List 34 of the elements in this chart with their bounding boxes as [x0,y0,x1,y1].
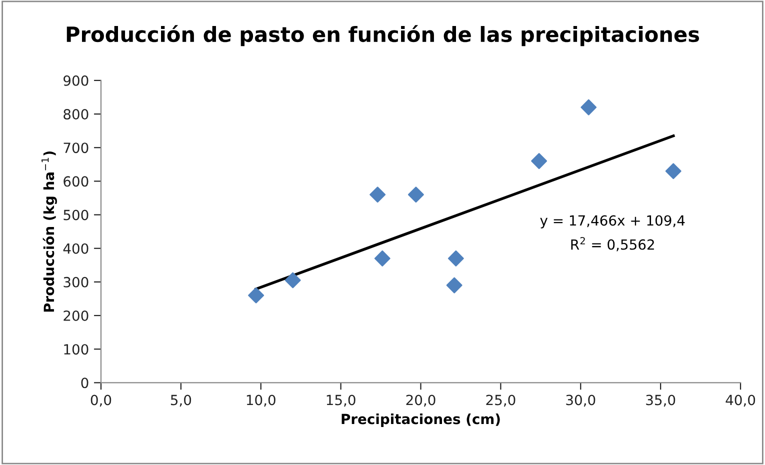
chart-title: Producción de pasto en función de las precipitaciones [66,25,700,46]
annotation: R$^{2}$ = 0,5562 [571,237,654,252]
x-tick-label: 0,0 [90,394,112,407]
x-tick-label: 40,0 [726,394,756,407]
y-tick-label: 0 [81,378,88,388]
point [531,153,548,170]
point [284,272,301,288]
x-tick-label: 15,0 [326,394,356,407]
y-tick-label: 100 [64,344,88,355]
y-tick-label: 200 [64,310,88,322]
point [446,277,462,294]
annotation: y = 17,466x + 109,4 [540,215,685,228]
x-tick-label: 35,0 [646,394,676,407]
x-axis-title: Precipitaciones (cm) [342,414,500,427]
y-tick-label: 600 [64,176,88,187]
point [580,99,597,116]
point [665,163,682,180]
point [448,250,464,266]
point [248,287,264,304]
x-tick-label: 10,0 [246,394,276,407]
y-tick-label: 500 [64,210,88,220]
y-tick-label: 400 [63,243,88,254]
x-tick-label: 25,0 [486,394,516,407]
point [370,186,386,203]
point [408,186,424,203]
y-tick-label: 800 [64,108,88,120]
x-tick-label: 20,0 [406,394,436,407]
x-tick-label: 5,0 [170,394,192,407]
y-tick-label: 900 [64,75,88,86]
y-tick-label: 300 [64,276,88,288]
point [374,250,390,266]
y-axis-title: Producción (kg ha$^{−1}$) [42,151,57,312]
x-tick-label: 30,0 [566,394,596,407]
y-tick-label: 700 [64,142,88,154]
